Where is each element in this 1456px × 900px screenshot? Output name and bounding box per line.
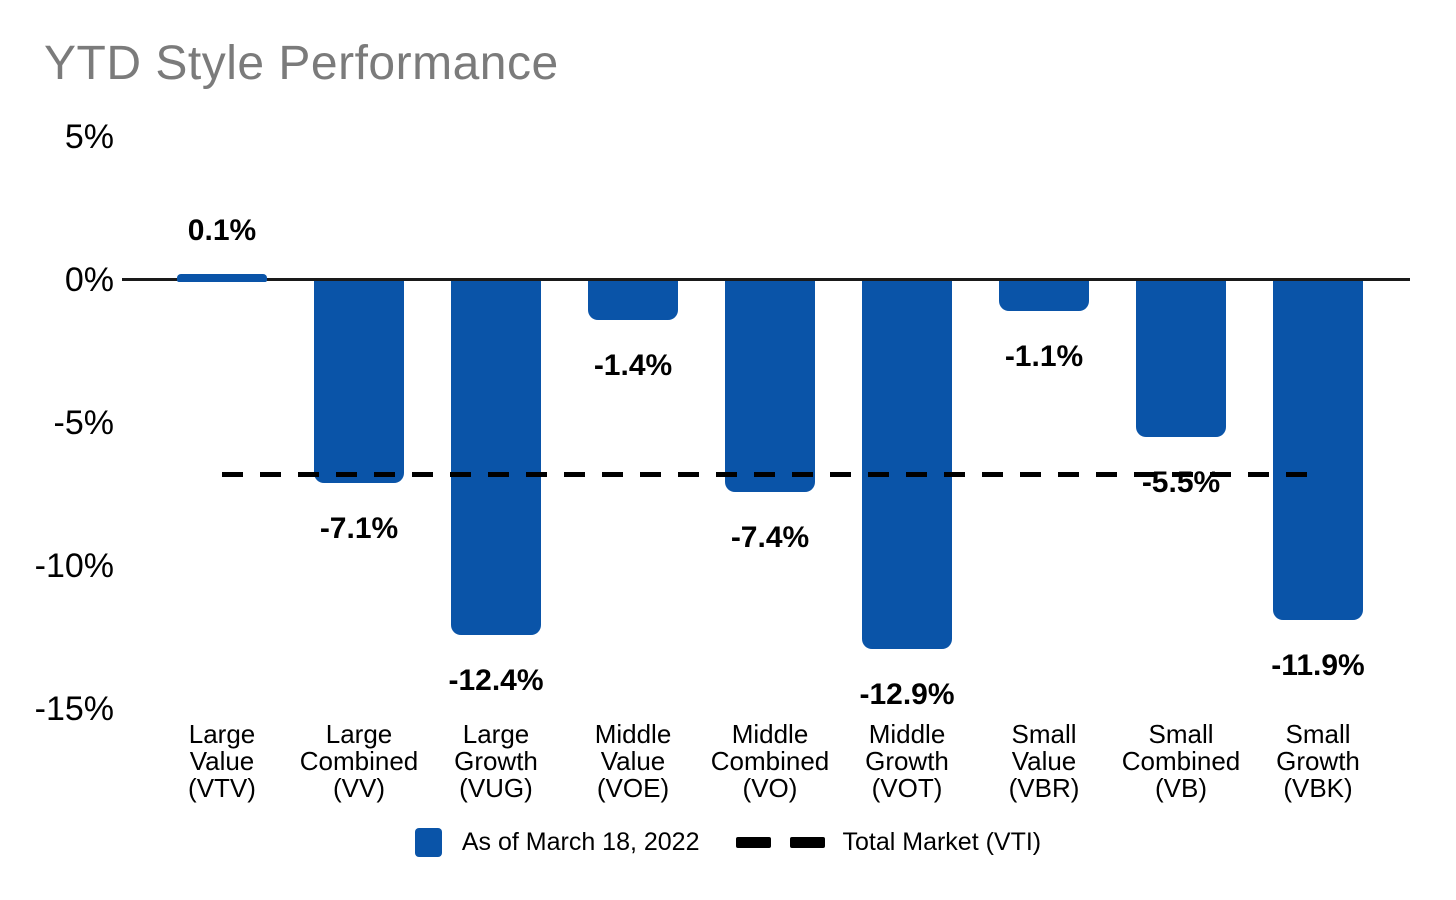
bar-value-label: -7.4%: [730, 520, 810, 554]
y-axis-tick-label: -15%: [34, 690, 114, 728]
bar-value-label: -11.9%: [1271, 649, 1365, 683]
bar-vo: [725, 279, 815, 492]
legend: As of March 18, 2022 Total Market (VTI): [0, 820, 1456, 864]
bar-value-label: -1.4%: [593, 349, 673, 383]
y-axis-tick-label: 5%: [64, 118, 114, 156]
legend-dash-icon: [736, 836, 772, 848]
y-axis-tick-label: 0%: [64, 261, 114, 299]
y-axis-tick-label: -10%: [34, 547, 114, 585]
legend-dash-icon: [790, 836, 826, 848]
bar-vv: [314, 279, 404, 484]
bar-value-label: -12.4%: [448, 663, 544, 697]
y-axis-tick-label: -5%: [53, 404, 114, 442]
category-label: Large Value (VTV): [188, 719, 256, 803]
category-label: Small Growth (VBK): [1276, 719, 1360, 803]
bar-vbk: [1273, 279, 1363, 621]
legend-series-label: As of March 18, 2022: [461, 827, 700, 856]
category-label: Large Combined (VV): [299, 719, 419, 803]
bar-vot: [862, 279, 952, 649]
bar-vb: [1136, 279, 1226, 438]
bar-value-label: -12.9%: [859, 677, 955, 711]
bar-value-label: 0.1%: [187, 214, 257, 248]
zero-axis-line: [122, 278, 1410, 281]
chart-title: YTD Style Performance: [44, 37, 559, 90]
legend-series-swatch-icon: [414, 827, 442, 857]
category-label: Large Growth (VUG): [454, 719, 538, 803]
category-label: Small Combined (VB): [1121, 719, 1241, 803]
bar-value-label: -5.5%: [1141, 466, 1221, 500]
legend-line-label: Total Market (VTI): [842, 827, 1042, 856]
bar-vtv: [177, 274, 267, 282]
bar-vug: [451, 279, 541, 635]
bar-value-label: -7.1%: [319, 512, 399, 546]
category-label: Middle Growth (VOT): [865, 719, 949, 803]
category-label: Middle Value (VOE): [594, 719, 672, 803]
total-market-vti-dashed-line: [222, 471, 1320, 477]
bar-voe: [588, 279, 678, 321]
category-label: Small Value (VBR): [1008, 719, 1080, 803]
category-label: Middle Combined (VO): [710, 719, 830, 803]
bar-vbr: [999, 279, 1089, 312]
bar-value-label: -1.1%: [1004, 340, 1084, 374]
